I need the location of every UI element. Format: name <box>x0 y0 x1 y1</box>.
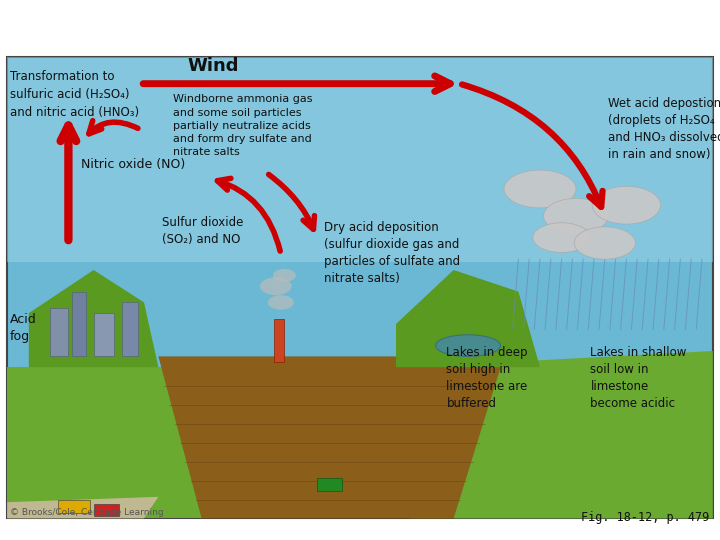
Ellipse shape <box>575 227 635 259</box>
Text: Windborne ammonia gas
and some soil particles
partially neutralize acids
and for: Windborne ammonia gas and some soil part… <box>173 94 312 157</box>
Text: Dry acid deposition
(sulfur dioxide gas and
particles of sulfate and
nitrate sal: Dry acid deposition (sulfur dioxide gas … <box>324 221 460 286</box>
Bar <box>94 313 114 356</box>
Ellipse shape <box>260 278 292 295</box>
FancyArrowPatch shape <box>143 76 450 91</box>
Text: Wind: Wind <box>187 57 239 75</box>
Bar <box>7 57 713 518</box>
Text: Nitric oxide (NO): Nitric oxide (NO) <box>81 158 185 171</box>
Text: Lakes in deep
soil high in
limestone are
buffered: Lakes in deep soil high in limestone are… <box>446 346 528 410</box>
Bar <box>50 308 68 356</box>
Ellipse shape <box>273 269 296 282</box>
Text: Fig. 18-12, p. 479: Fig. 18-12, p. 479 <box>581 511 709 524</box>
Polygon shape <box>7 497 158 518</box>
Ellipse shape <box>504 170 576 208</box>
Ellipse shape <box>268 295 294 309</box>
Bar <box>7 57 713 262</box>
Ellipse shape <box>544 198 608 233</box>
FancyArrowPatch shape <box>217 178 280 251</box>
Bar <box>94 504 119 516</box>
Bar <box>72 292 86 356</box>
Ellipse shape <box>533 222 590 253</box>
Polygon shape <box>29 270 158 367</box>
Text: Wet acid depostion
(droplets of H₂SO₄
and HNO₃ dissolved
in rain and snow): Wet acid depostion (droplets of H₂SO₄ an… <box>608 97 720 161</box>
Ellipse shape <box>436 335 500 356</box>
FancyArrowPatch shape <box>269 174 315 230</box>
Bar <box>58 500 90 513</box>
Polygon shape <box>7 367 252 518</box>
Ellipse shape <box>592 186 661 224</box>
Text: Lakes in shallow
soil low in
limestone
become acidic: Lakes in shallow soil low in limestone b… <box>590 346 687 410</box>
Text: Acid
fog: Acid fog <box>10 313 37 343</box>
Bar <box>274 319 284 362</box>
Text: Sulfur dioxide
(SO₂) and NO: Sulfur dioxide (SO₂) and NO <box>162 216 243 246</box>
FancyArrowPatch shape <box>462 84 603 207</box>
FancyArrowPatch shape <box>89 120 138 134</box>
Polygon shape <box>410 351 713 518</box>
Text: © Brooks/Cole, Cengage Learning: © Brooks/Cole, Cengage Learning <box>10 508 163 517</box>
Text: Transformation to
sulfuric acid (H₂SO₄)
and nitric acid (HNO₃): Transformation to sulfuric acid (H₂SO₄) … <box>10 70 139 119</box>
Polygon shape <box>396 270 540 367</box>
Polygon shape <box>158 356 504 518</box>
Bar <box>317 478 342 491</box>
Bar <box>122 302 138 356</box>
FancyArrowPatch shape <box>60 125 76 240</box>
